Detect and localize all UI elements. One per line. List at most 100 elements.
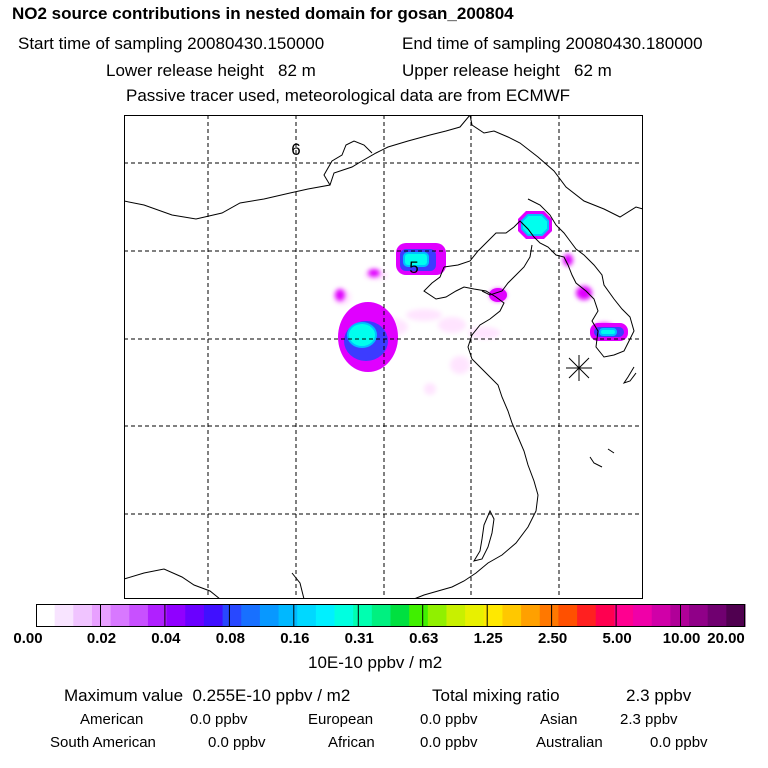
total-mixing-label: Total mixing ratio [432,686,560,705]
receptor-star-icon [566,355,592,381]
plume-faint [406,309,442,321]
islands-small [589,448,615,468]
plume-mid [563,254,573,266]
colorbar-tick-label: 1.25 [473,630,503,647]
border-north [124,115,471,220]
colorbar-tick-label: 0.02 [86,630,117,647]
plume-core-cyan [599,328,617,336]
region-name: African [328,734,375,751]
colorbar-cell [465,604,485,627]
coastlines [124,115,643,599]
colorbar-cell [390,604,410,627]
colorbar-cell [595,604,615,627]
plume-faint [450,356,470,374]
region-value: 0.0 ppbv [208,734,266,751]
border-ne [469,115,643,218]
plume-beijing [396,243,446,275]
plume-mid [576,286,592,300]
coast-liaodong [481,244,533,296]
colorbar-tick-label: 5.00 [602,630,632,647]
colorbar-cell [483,604,503,627]
border-south-2 [291,572,305,599]
plume-core-cyan [521,214,549,236]
colorbar-cell [315,604,336,627]
start-time-label: Start time of sampling 20080430.150000 [18,34,325,53]
colorbar-cell [446,604,466,627]
plume-seoul [590,323,628,341]
plume-mid [335,289,345,301]
colorbar-cell [707,604,727,627]
plume-core-cyan [403,252,429,267]
colorbar-cell [110,604,130,627]
colorbar-cell [521,604,541,627]
plume-faint [468,327,500,339]
colorbar-cell [147,604,168,627]
end-time-label: End time of sampling 20080430.180000 [402,34,703,53]
colorbar-cell [54,604,74,627]
upper-release-label: Upper release height 62 m [402,61,612,80]
plume-dalian [489,288,507,302]
colorbar-cell [166,604,186,627]
colorbar-cell [36,604,56,627]
colorbar-cell [614,604,634,627]
colorbar-cell [539,604,559,627]
region-name: Australian [536,734,603,751]
map-panel: 6 5 [124,115,643,599]
colorbar-cell [689,604,709,627]
colorbar-cell [73,604,93,627]
colorbar-cell [353,604,373,627]
colorbar-cell [222,604,242,627]
region-value: 0.0 ppbv [190,711,248,728]
colorbar-cell [427,604,447,627]
tracer-note: Passive tracer used, meteorological data… [126,86,571,105]
colorbar-cell [185,604,205,627]
coast-china [413,266,539,599]
colorbar-tick-label: 0.63 [409,630,439,647]
colorbar-cell [241,604,261,627]
colorbar-tick-label: 10.00 [662,630,701,647]
colorbar-tick-label: 0.16 [280,630,310,647]
colorbar-cell [558,604,578,627]
colorbar-tick-label: 0.31 [344,630,374,647]
colorbar-cell [91,604,112,627]
colorbar-frame [36,604,745,627]
grid-label-5: 5 [409,258,418,277]
colorbar-cells [36,604,746,627]
colorbar-cell [651,604,671,627]
colorbar-cell [278,604,298,627]
colorbar [36,604,746,627]
colorbar-tick-label: 0.04 [151,630,181,647]
colorbar-cell [259,604,280,627]
colorbar-cell [502,604,522,627]
region-value: 0.0 ppbv [420,711,478,728]
border-mongolia [323,140,373,186]
colorbar-unit: 10E-10 ppbv / m2 [308,653,443,672]
colorbar-cell [129,604,149,627]
colorbar-cell [371,604,391,627]
max-value: Maximum value 0.255E-10 ppbv / m2 [64,686,351,705]
coast-korea [443,198,635,358]
colorbar-cell [203,604,224,627]
plume-outer [489,288,507,302]
colorbar-cell [334,604,354,627]
colorbar-cell [726,604,746,627]
plume-mid [368,269,380,277]
colorbar-tick-label: 0.08 [215,630,245,647]
region-value: 0.0 ppbv [650,734,708,751]
region-name: American [80,711,144,728]
total-mixing-value: 2.3 ppbv [626,686,692,705]
plume-shenyang [518,211,552,239]
region-value: 2.3 ppbv [620,711,678,728]
lat-lon-grid [124,115,643,599]
plume-faint [438,317,466,333]
region-name: European [308,711,374,728]
border-south [124,568,221,599]
plume-faint [424,383,436,395]
colorbar-cell [297,604,317,627]
colorbar-cell [633,604,653,627]
region-value: 0.0 ppbv [420,734,478,751]
colorbar-cell [409,604,429,627]
chart-title: NO2 source contributions in nested domai… [12,4,514,23]
lower-release-label: Lower release height 82 m [106,61,316,80]
island-taiwan [472,509,495,562]
